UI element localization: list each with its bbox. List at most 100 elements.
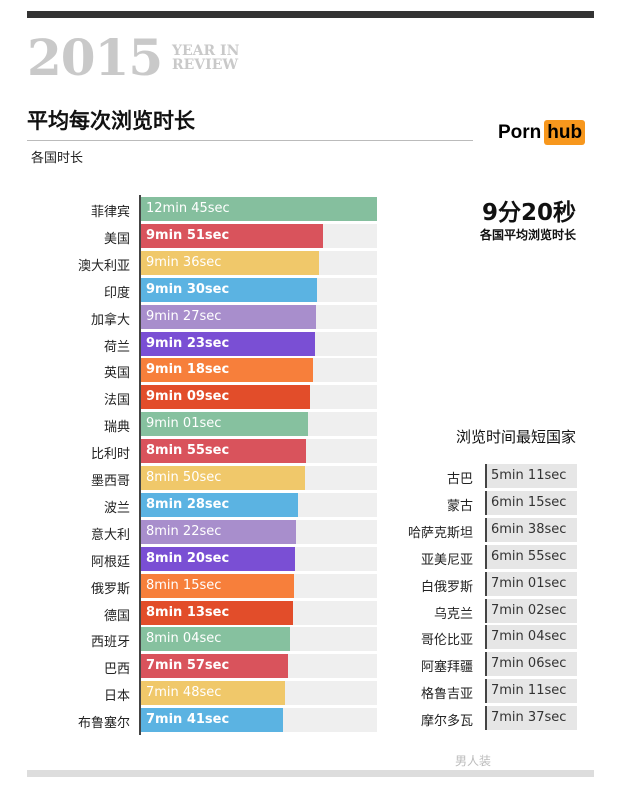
short-value-label: 6min 55sec <box>491 548 567 564</box>
short-country-label: 古巴 <box>446 472 473 487</box>
short-country-label: 阿塞拜疆 <box>420 660 473 676</box>
bar-category-label: 荷兰 <box>103 339 130 355</box>
brand-logo: Porn hub <box>495 120 586 145</box>
year-heading: 2015 <box>27 28 163 87</box>
short-value-label: 6min 15sec <box>491 494 567 510</box>
bar-category-label: 印度 <box>103 285 130 301</box>
logo-text-left: Porn <box>498 122 542 143</box>
bar-category-label: 澳大利亚 <box>77 258 130 274</box>
bar <box>141 546 296 571</box>
chart-subtitle: 各国时长 <box>31 151 84 166</box>
bar <box>141 277 317 302</box>
bar <box>141 223 324 248</box>
bar <box>141 331 315 356</box>
short-value-cell <box>485 544 577 569</box>
bar <box>141 197 377 221</box>
bar-category-label: 比利时 <box>90 447 130 463</box>
bar-value-label: 9min 09sec <box>146 389 230 405</box>
short-value-cell <box>485 571 577 596</box>
bar-category-label: 西班牙 <box>90 635 130 651</box>
title-divider <box>27 140 473 141</box>
short-value-label: 6min 38sec <box>491 521 567 537</box>
bar <box>141 573 294 598</box>
short-value-label: 7min 11sec <box>491 683 567 699</box>
short-country-label: 摩尔多瓦 <box>420 714 473 730</box>
short-value-label: 7min 37sec <box>491 710 567 726</box>
bar-category-label: 墨西哥 <box>90 474 130 489</box>
chart-title: 平均每次浏览时长 <box>27 109 195 133</box>
bar <box>141 708 284 733</box>
short-value-cell <box>485 598 577 623</box>
bar-value-label: 9min 23sec <box>146 335 230 351</box>
bar-category-label: 意大利 <box>90 527 130 543</box>
short-value-cell <box>485 679 577 704</box>
short-value-cell <box>485 706 577 731</box>
short-value-cell <box>485 490 577 515</box>
chart-axis-line <box>139 195 141 735</box>
bar-value-label: 8min 50sec <box>146 470 222 485</box>
bar-value-label: 9min 18sec <box>146 362 230 378</box>
year-in-review-label: YEAR IN REVIEW <box>172 43 240 73</box>
bar-value-label: 8min 13sec <box>146 604 230 620</box>
bar-category-label: 菲律宾 <box>90 205 130 220</box>
bar-value-label: 8min 55sec <box>146 443 230 459</box>
top-rule <box>27 11 594 18</box>
bar <box>141 466 305 490</box>
bar-value-label: 9min 36sec <box>146 254 222 270</box>
bottom-rule <box>27 770 594 777</box>
short-country-label: 哥伦比亚 <box>420 633 473 649</box>
bar <box>141 654 289 679</box>
bar <box>141 492 298 517</box>
bar-value-label: 7min 48sec <box>146 685 222 701</box>
bar-category-label: 德国 <box>103 608 130 624</box>
bar-category-label: 波兰 <box>103 500 130 516</box>
bar-value-label: 8min 04sec <box>146 631 222 647</box>
bar <box>141 358 314 383</box>
short-country-label: 格鲁吉亚 <box>420 687 473 703</box>
bar-category-label: 布鲁塞尔 <box>77 716 130 732</box>
bar <box>141 519 296 544</box>
short-country-label: 哈萨克斯坦 <box>407 525 473 541</box>
bar-category-label: 美国 <box>103 231 130 247</box>
bar-value-label: 8min 20sec <box>146 550 230 566</box>
bar-value-label: 9min 51sec <box>146 227 230 243</box>
shortest-countries-title: 浏览时间最短国家 <box>455 428 576 446</box>
bar-value-label: 9min 01sec <box>146 416 222 432</box>
short-value-label: 5min 11sec <box>491 468 567 483</box>
bar <box>141 385 311 410</box>
bar-value-label: 8min 28sec <box>146 496 230 512</box>
short-value-cell <box>485 625 577 650</box>
bar <box>141 304 316 329</box>
short-value-cell <box>485 464 577 488</box>
bar-value-label: 12min 45sec <box>146 201 230 216</box>
average-label: 各国平均浏览时长 <box>479 228 576 242</box>
short-country-label: 乌克兰 <box>433 606 473 622</box>
bar-category-label: 日本 <box>103 689 130 705</box>
bar-category-label: 加拿大 <box>90 312 130 328</box>
bar-value-label: 9min 27sec <box>146 308 222 324</box>
logo-text-right: hub <box>544 120 586 145</box>
bar-category-label: 法国 <box>103 393 130 409</box>
bar-value-label: 8min 22sec <box>146 523 222 539</box>
bar-category-label: 瑞典 <box>103 420 130 436</box>
bar-category-label: 阿根廷 <box>90 554 130 570</box>
short-value-label: 7min 04sec <box>491 629 567 645</box>
watermark: 男人装 <box>455 754 492 768</box>
bar <box>141 412 308 437</box>
short-value-cell <box>485 652 577 677</box>
bar <box>141 681 286 706</box>
short-value-label: 7min 06sec <box>491 656 567 672</box>
average-value: 9分20秒 <box>481 200 576 226</box>
bar-value-label: 9min 30sec <box>146 281 230 297</box>
bar-category-label: 巴西 <box>103 662 130 678</box>
bar-value-label: 8min 15sec <box>146 577 222 593</box>
short-country-label: 亚美尼亚 <box>420 552 473 568</box>
bar <box>141 439 307 464</box>
bar-value-label: 7min 57sec <box>146 658 230 674</box>
short-value-label: 7min 02sec <box>491 602 567 618</box>
short-value-cell <box>485 517 577 542</box>
bar <box>141 250 319 275</box>
short-country-label: 白俄罗斯 <box>420 579 473 595</box>
short-country-label: 蒙古 <box>446 498 473 514</box>
